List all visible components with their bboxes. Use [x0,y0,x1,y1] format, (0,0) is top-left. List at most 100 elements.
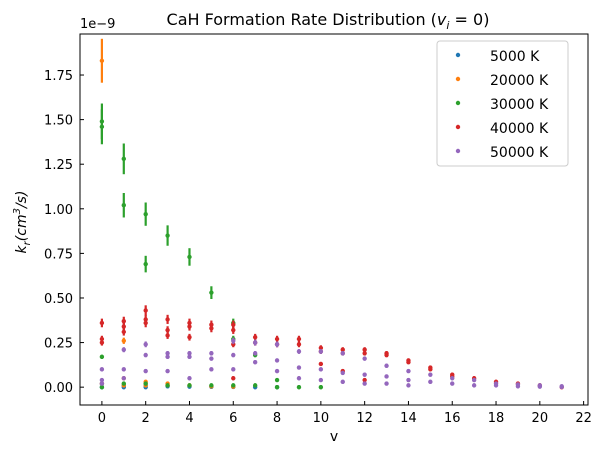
data-point [362,381,367,386]
legend-label: 30000 K [490,97,549,113]
y-axis: 0.00 0.25 0.50 0.75 1.00 1.25 1.50 1.75 [44,69,84,396]
data-point [252,383,258,388]
x-tick-label: 4 [185,411,193,426]
data-point [187,351,192,356]
data-point [296,384,302,390]
series-50000-k [99,337,564,390]
legend-marker [455,124,461,130]
data-point [362,356,367,361]
data-point [165,354,170,360]
data-point [121,376,126,381]
data-point [187,254,192,260]
data-point [362,372,367,377]
legend-label: 5000 K [490,49,540,65]
data-point [274,336,280,342]
data-point [99,320,105,326]
x-tick-label: 18 [488,411,505,426]
x-tick-label: 12 [356,411,373,426]
data-point [252,351,258,356]
x-tick-label: 6 [229,411,237,426]
data-point [165,317,170,322]
data-point [143,381,148,386]
data-point [165,383,170,388]
x-tick-label: 10 [313,411,330,426]
data-point [318,367,324,372]
data-point [231,327,236,333]
data-point [165,333,170,338]
x-axis: 0 2 4 6 8 10 12 14 16 18 20 22 [98,401,592,426]
data-point [187,376,192,381]
data-point [515,384,521,389]
data-point [121,347,126,352]
data-point [296,342,302,347]
data-point [493,383,499,388]
data-point [165,351,170,356]
data-point [252,359,258,365]
data-point [274,368,280,374]
data-point [318,349,324,354]
legend-marker [455,76,461,82]
data-point [340,370,345,376]
data-point [296,349,302,354]
y-tick-label: 0.75 [44,247,73,262]
data-point [143,368,148,374]
data-point [143,342,148,347]
data-point [99,381,105,386]
data-point [384,374,389,379]
data-point [406,368,411,374]
data-point [143,308,148,313]
data-point [428,372,433,377]
data-point [450,381,455,386]
y-tick-label: 0.50 [44,292,73,307]
data-point [187,383,192,388]
data-point [471,383,477,388]
data-point [143,320,148,326]
data-point [274,384,280,390]
data-point [209,351,214,356]
legend-marker [455,148,461,154]
plot-frame [79,33,589,406]
data-point [143,261,148,267]
data-point [384,363,389,368]
data-point [384,381,389,386]
data-point [99,367,105,372]
legend-label: 40000 K [490,121,549,137]
data-point [165,368,170,374]
legend: 5000 K 20000 K 30000 K 40000 K 50000 K [436,40,569,167]
data-point [296,376,302,381]
data-point [252,340,258,345]
y-axis-label: kr(cm3/s) [12,191,33,254]
y-tick-label: 1.75 [44,69,73,84]
x-tick-label: 22 [575,411,592,426]
offset-text: 1e−9 [80,17,115,32]
data-point [274,358,280,363]
data-point [450,376,455,381]
data-point [121,318,126,324]
data-point [406,359,411,365]
y-tick-label: 1.50 [44,114,73,129]
data-point [99,384,105,390]
data-point [318,377,324,383]
data-point [537,384,543,389]
x-tick-label: 8 [273,411,281,426]
data-point [121,338,126,343]
x-tick-label: 16 [444,411,461,426]
chart-title: CaH Formation Rate Distribution (vi = 0) [167,10,490,32]
data-point [121,324,126,329]
data-point [231,367,236,372]
data-point [318,361,324,367]
data-point [187,335,192,340]
legend-marker [455,100,461,106]
data-point [121,329,126,335]
data-point [296,336,302,342]
y-tick-label: 1.00 [44,203,73,218]
data-point [209,326,214,331]
data-point [143,211,148,217]
data-point [318,345,324,351]
x-tick-label: 0 [98,411,106,426]
data-point [121,203,126,208]
data-point [99,124,105,129]
data-point [428,379,433,385]
data-point [209,356,214,361]
legend-label: 50000 K [490,145,549,161]
